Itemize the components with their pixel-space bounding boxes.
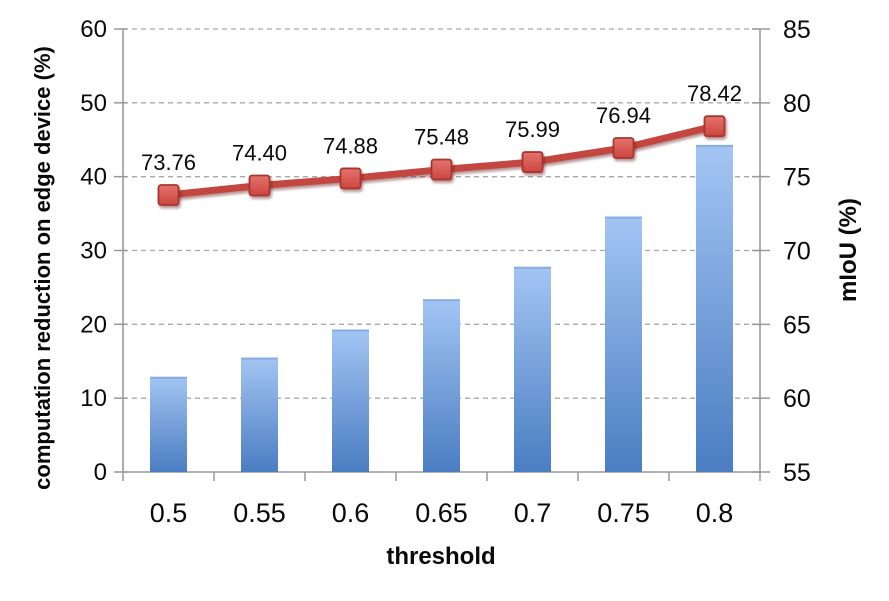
x-axis-tick-label: 0.6 <box>332 498 370 528</box>
right-axis-tick-labels: 55 60 65 70 75 80 85 <box>783 16 811 487</box>
x-axis-tick-label: 0.5 <box>150 498 188 528</box>
line-marker <box>157 184 180 206</box>
right-axis-tick-label: 55 <box>783 459 811 487</box>
data-label: 78.42 <box>687 81 742 106</box>
line-marker <box>248 174 271 197</box>
right-axis-tick-label: 60 <box>783 385 811 413</box>
data-label: 76.94 <box>596 103 651 128</box>
right-axis-tick-label: 65 <box>783 311 811 339</box>
bar-series <box>150 144 733 472</box>
data-label: 75.99 <box>505 117 560 142</box>
data-label: 73.76 <box>141 150 196 175</box>
bar <box>423 299 460 472</box>
line-marker <box>339 167 362 190</box>
bar <box>514 266 551 472</box>
bar-top-edge <box>423 299 460 302</box>
bar-top-edge <box>150 376 187 379</box>
line-marker <box>430 158 453 181</box>
right-axis-title: mIoU (%) <box>835 198 862 302</box>
left-axis-tick-label: 30 <box>80 238 107 265</box>
x-axis-tick-label: 0.55 <box>233 498 286 528</box>
data-label: 75.48 <box>414 125 469 150</box>
line-marker <box>703 115 726 138</box>
x-axis-tick-label: 0.65 <box>415 498 468 528</box>
right-axis-tick-label: 85 <box>783 16 811 44</box>
left-axis-title: computation reduction on edge device (%) <box>30 46 55 490</box>
x-axis-tick-label: 0.7 <box>514 498 552 528</box>
right-axis-tick-label: 75 <box>783 164 811 192</box>
data-labels: 73.76 74.40 74.88 75.48 75.99 76.94 78.42 <box>141 81 742 175</box>
bar-top-edge <box>605 216 642 219</box>
right-axis-tick-label: 80 <box>783 90 811 118</box>
bar-top-edge <box>332 329 369 332</box>
x-axis-tick-label: 0.8 <box>696 498 734 528</box>
line-markers <box>157 115 726 206</box>
x-axis-tick-label: 0.75 <box>597 498 650 528</box>
left-axis-tick-label: 20 <box>80 311 107 338</box>
data-label: 74.40 <box>232 141 287 166</box>
data-label: 74.88 <box>323 133 378 158</box>
bar <box>332 329 369 472</box>
bar-top-edge <box>514 266 551 269</box>
left-axis-tick-label: 40 <box>80 164 107 191</box>
bar-top-edge <box>696 144 733 147</box>
x-axis-tick-labels: 0.5 0.55 0.6 0.65 0.7 0.75 0.8 <box>150 498 734 528</box>
right-axis-tick-label: 70 <box>783 238 811 266</box>
left-axis-tick-label: 50 <box>80 90 107 117</box>
left-axis-tick-label: 10 <box>80 385 107 412</box>
bar <box>150 376 187 472</box>
bar <box>241 357 278 472</box>
bar <box>696 144 733 472</box>
bar <box>605 216 642 472</box>
left-axis-tick-label: 0 <box>94 459 107 486</box>
left-axis-tick-label: 60 <box>80 16 107 43</box>
bar-top-edge <box>241 357 278 360</box>
x-axis-title: threshold <box>386 543 495 570</box>
left-axis-tick-labels: 0 10 20 30 40 50 60 <box>80 16 107 486</box>
line-marker <box>612 137 635 159</box>
line-marker <box>521 151 544 173</box>
